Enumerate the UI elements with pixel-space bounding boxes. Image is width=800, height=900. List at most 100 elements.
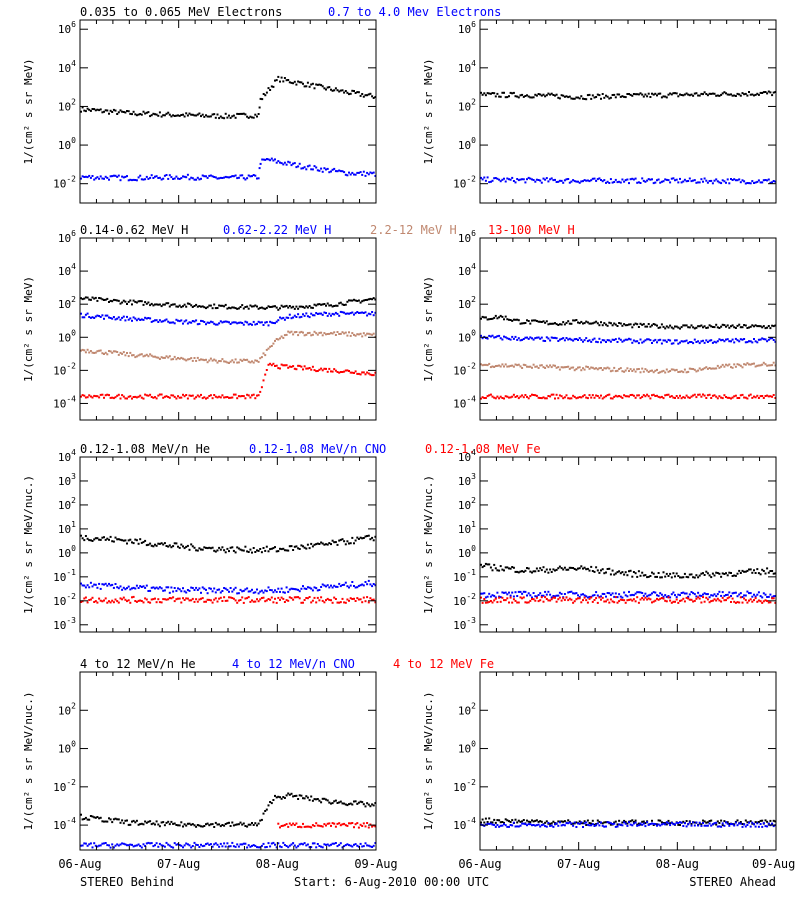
data-point bbox=[621, 571, 624, 574]
data-point bbox=[121, 316, 124, 319]
data-point bbox=[583, 596, 586, 599]
panel-title-label: 4 to 12 MeV Fe bbox=[393, 657, 494, 671]
data-point bbox=[305, 305, 308, 308]
data-point bbox=[665, 823, 668, 826]
data-point bbox=[157, 845, 160, 848]
data-point bbox=[236, 112, 239, 115]
data-point bbox=[264, 321, 267, 324]
data-point bbox=[697, 591, 700, 594]
data-point bbox=[131, 587, 133, 590]
data-point bbox=[580, 95, 583, 98]
data-point bbox=[749, 93, 752, 96]
data-point bbox=[117, 538, 120, 541]
data-point bbox=[582, 97, 584, 100]
data-point bbox=[623, 573, 626, 576]
data-point bbox=[489, 180, 492, 183]
data-point bbox=[723, 824, 726, 827]
data-point bbox=[208, 321, 211, 324]
data-point bbox=[736, 595, 739, 598]
data-point bbox=[211, 845, 214, 848]
data-point bbox=[254, 304, 257, 307]
data-point bbox=[81, 348, 84, 351]
data-point bbox=[157, 587, 160, 590]
data-point bbox=[323, 332, 326, 335]
data-point bbox=[149, 589, 152, 592]
data-point bbox=[288, 588, 291, 591]
data-point bbox=[611, 369, 614, 372]
data-point bbox=[493, 818, 496, 821]
x-tick-label: 09-Aug bbox=[354, 857, 397, 871]
data-point bbox=[582, 567, 584, 570]
data-point bbox=[527, 337, 530, 340]
data-point bbox=[219, 591, 222, 594]
data-point bbox=[354, 334, 357, 337]
data-point bbox=[772, 572, 775, 575]
data-point bbox=[700, 572, 703, 575]
data-point bbox=[84, 175, 87, 178]
data-point bbox=[369, 92, 372, 95]
data-point bbox=[168, 113, 171, 116]
data-point bbox=[80, 110, 82, 113]
data-point bbox=[662, 822, 665, 825]
data-point bbox=[539, 820, 542, 823]
data-point bbox=[586, 321, 589, 324]
data-point bbox=[522, 596, 525, 599]
data-point bbox=[489, 393, 492, 396]
data-point bbox=[493, 316, 496, 319]
data-point bbox=[287, 825, 290, 828]
data-point bbox=[333, 89, 336, 92]
data-point bbox=[621, 396, 624, 399]
data-point bbox=[672, 600, 675, 603]
data-point bbox=[193, 397, 196, 400]
data-point bbox=[306, 843, 309, 846]
panel-title-label: 0.12-1.08 MeV/n He bbox=[80, 442, 210, 456]
data-point bbox=[140, 113, 143, 116]
data-point bbox=[613, 595, 616, 598]
data-point bbox=[293, 596, 296, 599]
data-point bbox=[595, 96, 598, 98]
data-point bbox=[83, 109, 86, 112]
data-point bbox=[108, 600, 110, 603]
data-point bbox=[150, 320, 153, 323]
data-point bbox=[183, 599, 186, 601]
data-point bbox=[218, 304, 221, 307]
data-point bbox=[290, 792, 293, 795]
data-point bbox=[367, 803, 370, 806]
data-point bbox=[716, 593, 719, 596]
data-point bbox=[498, 397, 501, 400]
data-point bbox=[308, 331, 311, 334]
data-point bbox=[656, 823, 658, 826]
data-point bbox=[80, 349, 82, 352]
data-point bbox=[160, 178, 163, 181]
data-point bbox=[509, 178, 512, 181]
data-point bbox=[652, 393, 655, 396]
data-point bbox=[338, 843, 341, 846]
data-point bbox=[126, 542, 128, 545]
data-point bbox=[672, 368, 675, 371]
y-tick-label: 10-4 bbox=[453, 394, 476, 410]
data-point bbox=[679, 824, 681, 826]
data-point bbox=[297, 798, 300, 800]
data-point bbox=[93, 538, 96, 541]
data-point bbox=[206, 547, 209, 550]
data-point bbox=[277, 75, 280, 78]
data-point bbox=[178, 597, 181, 600]
data-point bbox=[634, 340, 637, 343]
data-point bbox=[170, 176, 173, 179]
data-point bbox=[567, 320, 570, 323]
data-point bbox=[754, 365, 757, 368]
data-point bbox=[315, 304, 318, 307]
data-point bbox=[567, 397, 570, 400]
data-point bbox=[287, 330, 290, 333]
data-points bbox=[480, 314, 777, 400]
data-point bbox=[252, 591, 255, 594]
data-point bbox=[652, 182, 655, 185]
data-point bbox=[178, 396, 181, 399]
data-point bbox=[718, 181, 721, 184]
data-point bbox=[246, 846, 249, 849]
data-point bbox=[292, 162, 295, 165]
data-point bbox=[239, 821, 242, 824]
data-point bbox=[277, 822, 280, 825]
data-point bbox=[275, 796, 278, 799]
data-point bbox=[555, 337, 558, 340]
